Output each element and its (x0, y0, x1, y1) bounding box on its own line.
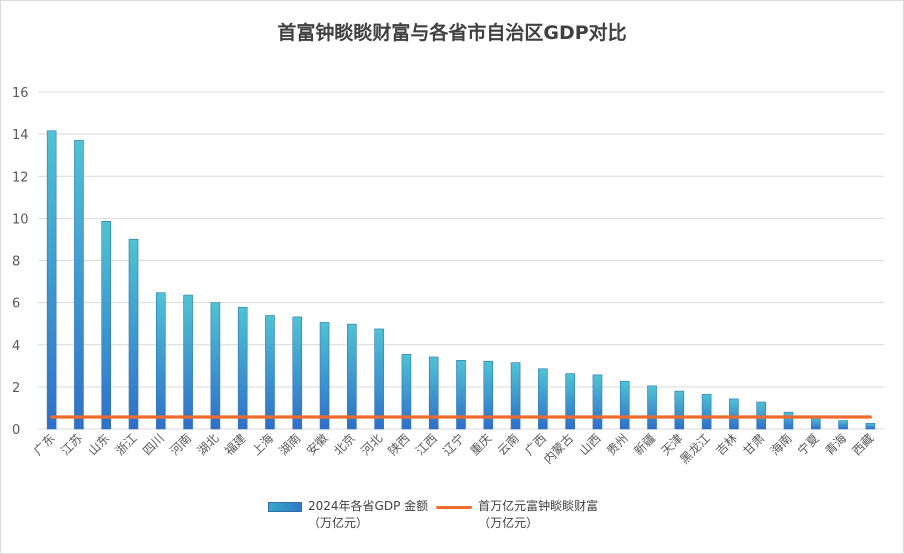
x-tick-label: 湖北 (194, 431, 222, 459)
bar-天津 (674, 390, 685, 430)
x-tick-label: 上海 (249, 431, 277, 459)
x-tick-label: 重庆 (468, 431, 495, 458)
x-tick-label: 四川 (140, 431, 167, 458)
legend-item-gdp: 2024年各省GDP 金额 （万亿元） (268, 498, 428, 532)
bar-安徽 (319, 322, 330, 430)
legend-label-gdp-unit: （万亿元） (308, 516, 369, 530)
y-axis-tick-labels: 0 2 4 6 8 10 12 14 16 (12, 86, 29, 438)
chart-title: 首富钟睒睒财富与各省市自治区GDP对比 (277, 22, 627, 44)
bar-重庆 (483, 360, 494, 430)
bar-云南 (510, 362, 521, 430)
x-tick-label: 贵州 (604, 431, 631, 458)
bar-北京 (347, 323, 357, 430)
bar-河南 (183, 294, 193, 430)
x-tick-label: 甘肃 (740, 431, 767, 458)
y-tick-label: 14 (12, 128, 29, 143)
legend-swatch-gdp (268, 502, 302, 512)
x-tick-label: 河北 (358, 431, 385, 458)
x-tick-label: 内蒙古 (540, 431, 576, 467)
x-tick-label: 北京 (331, 431, 358, 458)
bar-内蒙古 (565, 373, 575, 430)
y-tick-label: 8 (12, 255, 20, 270)
y-tick-label: 0 (12, 423, 20, 438)
y-tick-label: 12 (12, 170, 29, 185)
x-axis-tick-labels: 广东 江苏 山东 浙江 四川 河南 湖北 福建 上海 湖南 安徽 北京 河北 陕西 江西 辽宁 重庆 云南 广西内蒙… (31, 431, 877, 467)
x-tick-label: 西藏 (850, 431, 877, 458)
y-tick-label: 6 (12, 297, 20, 312)
x-tick-label: 浙江 (113, 431, 140, 458)
legend-item-wealth: 首万亿元富钟睒睒财富 （万亿元） (436, 498, 598, 532)
bar-新疆 (647, 385, 657, 430)
x-tick-label: 山东 (85, 431, 112, 458)
legend-label-gdp: 2024年各省GDP 金额 (308, 499, 429, 513)
bar-湖北 (210, 302, 221, 430)
bar-series (46, 130, 876, 430)
legend-swatch-wealth (436, 506, 473, 509)
bar-海南 (783, 411, 794, 430)
y-tick-label: 10 (12, 212, 29, 227)
x-tick-label: 福建 (221, 431, 249, 459)
bar-陕西 (401, 353, 412, 430)
x-tick-label: 青海 (822, 431, 850, 459)
gridlines (38, 91, 884, 430)
x-tick-label: 新疆 (631, 431, 659, 459)
bar-福建 (237, 306, 248, 430)
bar-上海 (265, 315, 275, 430)
x-tick-label: 黑龙江 (677, 431, 712, 466)
bar-青海 (838, 420, 848, 430)
x-tick-label: 安徽 (303, 431, 331, 459)
legend-label-wealth: 首万亿元富钟睒睒财富 (478, 499, 599, 513)
x-tick-label: 云南 (494, 431, 522, 459)
x-tick-label: 河南 (167, 431, 195, 459)
bar-浙江 (128, 238, 139, 430)
bar-广东 (46, 130, 57, 430)
x-tick-label: 江苏 (58, 431, 85, 458)
x-tick-label: 山西 (577, 431, 604, 458)
x-tick-label: 广东 (31, 431, 58, 458)
y-tick-label: 4 (12, 339, 20, 354)
bar-宁夏 (810, 417, 821, 430)
x-tick-label: 宁夏 (794, 431, 822, 459)
bar-贵州 (619, 380, 630, 430)
x-tick-label: 辽宁 (440, 431, 468, 459)
x-tick-label: 湖南 (276, 431, 304, 459)
y-tick-label: 16 (12, 86, 29, 101)
legend-label-wealth-unit: （万亿元） (478, 516, 539, 530)
bar-江苏 (74, 140, 84, 430)
bar-黑龙江 (701, 393, 712, 430)
x-tick-label: 江西 (413, 431, 440, 458)
chart-legend: 2024年各省GDP 金额 （万亿元） 首万亿元富钟睒睒财富 （万亿元） (268, 498, 598, 542)
y-tick-label: 2 (12, 381, 20, 396)
bar-山东 (101, 221, 112, 430)
bar-广西 (538, 368, 548, 430)
bar-吉林 (729, 398, 739, 430)
x-tick-label: 陕西 (385, 431, 413, 459)
x-tick-label: 海南 (767, 431, 795, 459)
bar-西藏 (865, 423, 876, 430)
bar-江西 (428, 356, 439, 430)
bar-山西 (592, 374, 603, 430)
x-tick-label: 吉林 (713, 431, 740, 458)
bar-四川 (156, 292, 166, 430)
bar-湖南 (292, 316, 303, 430)
bar-河北 (374, 328, 384, 430)
bar-辽宁 (456, 360, 466, 430)
